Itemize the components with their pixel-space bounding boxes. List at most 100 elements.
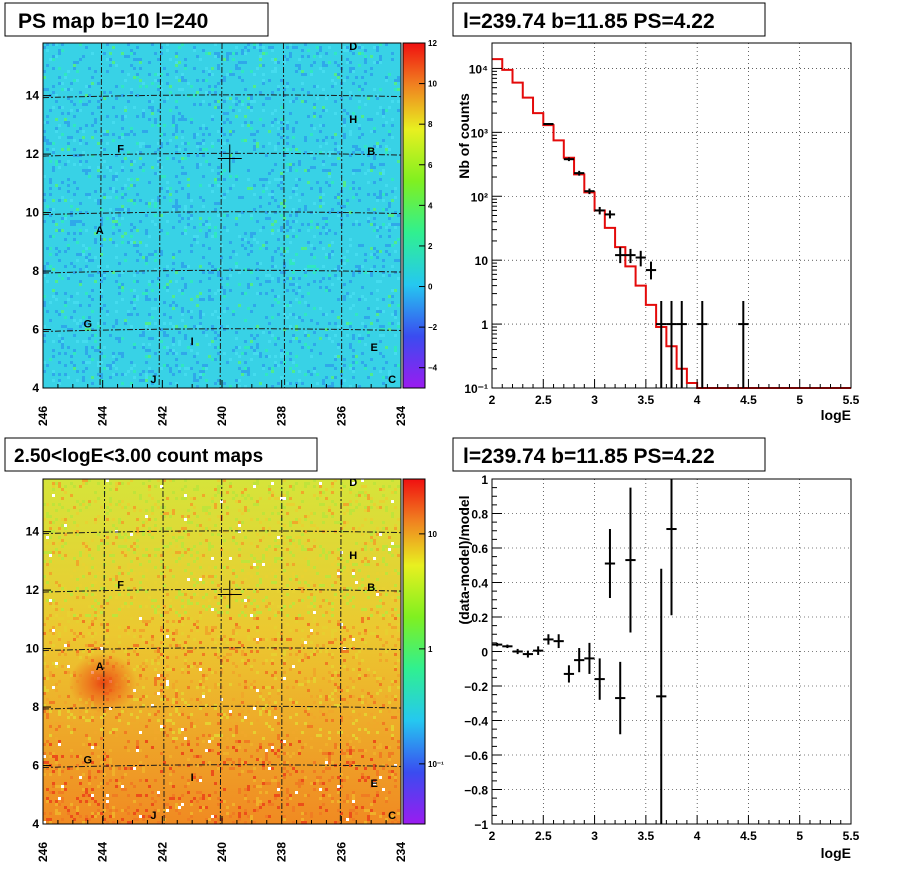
heatmap-pixel bbox=[256, 142, 259, 145]
heatmap-pixel bbox=[82, 716, 85, 719]
heatmap-pixel bbox=[58, 722, 61, 725]
heatmap-pixel bbox=[139, 731, 142, 734]
heatmap-pixel bbox=[46, 88, 49, 91]
heatmap-pixel bbox=[391, 223, 394, 226]
heatmap-pixel bbox=[325, 334, 328, 337]
heatmap-pixel bbox=[334, 268, 337, 271]
heatmap-pixel bbox=[175, 55, 178, 58]
heatmap-pixel bbox=[391, 136, 394, 139]
heatmap-pixel bbox=[283, 542, 286, 545]
heatmap-pixel bbox=[244, 683, 247, 686]
heatmap-pixel bbox=[235, 740, 238, 743]
heatmap-pixel bbox=[298, 542, 301, 545]
heatmap-pixel bbox=[88, 67, 91, 70]
heatmap-pixel bbox=[343, 725, 346, 728]
heatmap-pixel bbox=[82, 821, 85, 824]
heatmap-pixel bbox=[190, 340, 193, 343]
heatmap-pixel bbox=[316, 373, 319, 376]
heatmap-pixel bbox=[178, 220, 181, 223]
heatmap-pixel bbox=[193, 497, 196, 500]
heatmap-pixel bbox=[250, 94, 253, 97]
heatmap-pixel bbox=[325, 626, 328, 629]
heatmap-pixel bbox=[271, 46, 274, 49]
heatmap-pixel bbox=[397, 518, 400, 521]
heatmap-pixel bbox=[91, 154, 94, 157]
heatmap-pixel bbox=[211, 169, 214, 172]
heatmap-pixel bbox=[262, 109, 265, 112]
heatmap-pixel bbox=[346, 587, 349, 590]
heatmap-pixel bbox=[346, 776, 349, 779]
heatmap-pixel bbox=[364, 542, 367, 545]
heatmap-pixel bbox=[313, 566, 316, 569]
heatmap-pixel bbox=[52, 686, 55, 689]
heatmap-pixel bbox=[331, 485, 334, 488]
heatmap-pixel bbox=[253, 614, 256, 617]
heatmap-pixel bbox=[226, 58, 229, 61]
heatmap-pixel bbox=[376, 313, 379, 316]
heatmap-pixel bbox=[175, 124, 178, 127]
x-tick-label: 244 bbox=[96, 406, 110, 426]
heatmap-pixel bbox=[172, 701, 175, 704]
heatmap-pixel bbox=[193, 355, 196, 358]
heatmap-pixel bbox=[79, 142, 82, 145]
heatmap-pixel bbox=[139, 379, 142, 382]
heatmap-pixel bbox=[394, 524, 397, 527]
heatmap-pixel bbox=[256, 650, 259, 653]
heatmap-pixel bbox=[202, 256, 205, 259]
heatmap-pixel bbox=[160, 626, 163, 629]
heatmap-pixel bbox=[133, 644, 136, 647]
heatmap-pixel bbox=[358, 106, 361, 109]
heatmap-pixel bbox=[166, 668, 169, 671]
heatmap-pixel bbox=[310, 151, 313, 154]
heatmap-pixel bbox=[166, 49, 169, 52]
heatmap-pixel bbox=[289, 743, 292, 746]
heatmap-pixel bbox=[103, 274, 106, 277]
heatmap-pixel bbox=[175, 208, 178, 211]
heatmap-pixel bbox=[58, 680, 61, 683]
heatmap-pixel bbox=[250, 668, 253, 671]
heatmap-pixel bbox=[232, 536, 235, 539]
heatmap-pixel bbox=[373, 746, 376, 749]
heatmap-pixel bbox=[145, 214, 148, 217]
heatmap-pixel bbox=[61, 346, 64, 349]
heatmap-pixel bbox=[145, 361, 148, 364]
heatmap-pixel bbox=[349, 677, 352, 680]
heatmap-pixel bbox=[160, 73, 163, 76]
heatmap-pixel bbox=[64, 199, 67, 202]
heatmap-pixel bbox=[274, 199, 277, 202]
heatmap-pixel bbox=[202, 509, 205, 512]
heatmap-pixel bbox=[208, 542, 211, 545]
heatmap-pixel bbox=[88, 572, 91, 575]
heatmap-pixel bbox=[307, 563, 310, 566]
heatmap-pixel bbox=[85, 142, 88, 145]
heatmap-pixel bbox=[64, 316, 67, 319]
heatmap-pixel bbox=[160, 572, 163, 575]
heatmap-pixel bbox=[115, 584, 118, 587]
heatmap-pixel bbox=[340, 590, 343, 593]
heatmap-pixel bbox=[295, 713, 298, 716]
heatmap-pixel bbox=[283, 815, 286, 818]
heatmap-pixel bbox=[196, 241, 199, 244]
heatmap-pixel bbox=[355, 806, 358, 809]
heatmap-pixel bbox=[169, 370, 172, 373]
heatmap-pixel bbox=[148, 560, 151, 563]
heatmap-pixel bbox=[355, 253, 358, 256]
heatmap-pixel bbox=[331, 635, 334, 638]
heatmap-pixel bbox=[58, 340, 61, 343]
heatmap-pixel bbox=[292, 88, 295, 91]
heatmap-pixel bbox=[85, 521, 88, 524]
heatmap-pixel bbox=[133, 202, 136, 205]
heatmap-pixel bbox=[130, 235, 133, 238]
heatmap-pixel bbox=[175, 64, 178, 67]
heatmap-pixel bbox=[346, 755, 349, 758]
heatmap-pixel bbox=[352, 187, 355, 190]
heatmap-pixel bbox=[124, 788, 127, 791]
heatmap-pixel bbox=[385, 497, 388, 500]
heatmap-pixel bbox=[64, 788, 67, 791]
heatmap-pixel bbox=[121, 193, 124, 196]
heatmap-pixel bbox=[151, 509, 154, 512]
heatmap-pixel bbox=[304, 139, 307, 142]
heatmap-pixel bbox=[148, 707, 151, 710]
heatmap-pixel bbox=[319, 307, 322, 310]
heatmap-pixel bbox=[304, 482, 307, 485]
